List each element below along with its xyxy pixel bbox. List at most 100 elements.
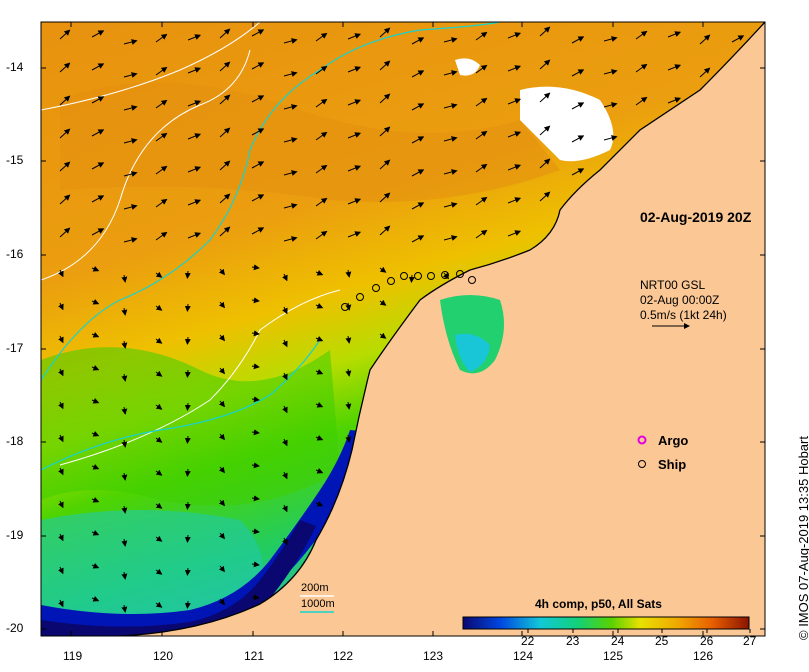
current-vector bbox=[251, 264, 260, 271]
current-vector bbox=[282, 504, 288, 513]
current-vector bbox=[475, 64, 488, 74]
current-vector bbox=[379, 192, 391, 203]
current-vector bbox=[282, 306, 288, 315]
current-vector bbox=[123, 105, 138, 111]
ship-legend-label: Ship bbox=[658, 457, 686, 472]
current-vector bbox=[251, 29, 265, 37]
current-vector bbox=[315, 230, 328, 240]
current-vector bbox=[155, 601, 163, 608]
current-vector bbox=[251, 297, 260, 304]
current-vector bbox=[283, 71, 298, 77]
argo-legend-marker bbox=[637, 435, 647, 445]
current-vector bbox=[218, 532, 226, 540]
current-vector bbox=[58, 302, 64, 311]
y-tick-label: -15 bbox=[6, 153, 24, 167]
y-tick-label: -18 bbox=[6, 434, 24, 448]
current-vector bbox=[667, 64, 682, 71]
current-vector bbox=[187, 100, 202, 107]
current-vector bbox=[411, 103, 425, 111]
bathymetry-200m-contour-3 bbox=[59, 289, 341, 466]
current-vector bbox=[218, 301, 226, 309]
current-vector bbox=[123, 138, 138, 144]
current-vector bbox=[411, 136, 425, 144]
current-vector bbox=[155, 33, 168, 43]
current-vector bbox=[184, 303, 191, 312]
current-vector bbox=[91, 228, 105, 236]
current-vector bbox=[507, 98, 522, 105]
current-vector bbox=[475, 163, 488, 173]
current-source-label: NRT00 GSL bbox=[640, 278, 705, 292]
current-vector bbox=[91, 430, 100, 437]
current-vector bbox=[91, 496, 100, 503]
current-vector bbox=[507, 32, 522, 39]
current-vector bbox=[121, 505, 128, 514]
current-vector bbox=[315, 467, 324, 474]
x-tick-label: 124 bbox=[513, 649, 533, 663]
current-vector bbox=[315, 335, 324, 342]
current-vector bbox=[443, 103, 458, 109]
current-vector bbox=[58, 368, 64, 377]
current-vector bbox=[251, 161, 265, 169]
current-vector bbox=[315, 98, 328, 108]
current-vector bbox=[58, 335, 64, 344]
current-vector bbox=[219, 193, 231, 204]
current-vector bbox=[251, 128, 265, 136]
current-vector bbox=[345, 434, 352, 443]
colorbar-label: 22 bbox=[521, 634, 535, 648]
current-vector bbox=[315, 65, 328, 75]
current-vector bbox=[282, 405, 288, 414]
colorbar-label: 23 bbox=[566, 634, 580, 648]
current-vector bbox=[155, 568, 163, 575]
current-vector bbox=[184, 270, 191, 279]
current-vector bbox=[58, 401, 64, 410]
ship-track bbox=[341, 270, 476, 311]
current-vector bbox=[184, 501, 191, 510]
colorbar bbox=[462, 616, 750, 630]
current-vector bbox=[345, 269, 352, 278]
current-vector bbox=[475, 31, 488, 41]
current-vector bbox=[91, 195, 105, 203]
colorbar-label: 27 bbox=[743, 634, 757, 648]
current-vector bbox=[59, 161, 71, 172]
current-vector bbox=[635, 63, 648, 73]
current-vector bbox=[345, 368, 352, 377]
current-vector bbox=[184, 567, 191, 576]
current-vector bbox=[539, 26, 551, 37]
current-vector bbox=[59, 194, 71, 205]
current-vector bbox=[219, 127, 231, 138]
current-vector bbox=[315, 368, 324, 375]
current-vector bbox=[635, 96, 648, 106]
current-vector bbox=[282, 438, 288, 447]
current-vector bbox=[219, 94, 231, 105]
colorbar-title: 4h comp, p50, All Sats bbox=[535, 597, 662, 611]
current-vector bbox=[379, 93, 391, 104]
y-tick-label: -20 bbox=[6, 621, 24, 635]
current-vector bbox=[251, 330, 260, 337]
bathymetry-200m-contour bbox=[41, 22, 261, 111]
current-vector bbox=[347, 66, 362, 73]
current-vector bbox=[123, 237, 138, 243]
x-tick-label: 123 bbox=[423, 649, 443, 663]
current-vector bbox=[155, 436, 163, 443]
current-vector bbox=[121, 604, 128, 613]
x-tick-label: 122 bbox=[333, 649, 353, 663]
current-vector bbox=[347, 231, 362, 238]
current-vector bbox=[251, 429, 260, 436]
current-vector bbox=[379, 299, 387, 306]
current-vector bbox=[411, 37, 425, 45]
land-mass bbox=[120, 22, 765, 636]
current-vector bbox=[91, 265, 100, 272]
current-vector bbox=[282, 372, 288, 381]
current-vector bbox=[91, 96, 105, 104]
current-vector bbox=[411, 202, 425, 210]
current-vector bbox=[218, 433, 226, 441]
current-vector bbox=[411, 235, 425, 243]
current-vector bbox=[315, 32, 328, 42]
current-vector bbox=[123, 204, 138, 210]
current-vector bbox=[315, 269, 324, 276]
current-vector bbox=[283, 137, 298, 143]
current-vector bbox=[218, 565, 226, 573]
plot-frame bbox=[40, 21, 766, 637]
current-vector bbox=[443, 37, 458, 43]
current-vector bbox=[155, 469, 163, 476]
